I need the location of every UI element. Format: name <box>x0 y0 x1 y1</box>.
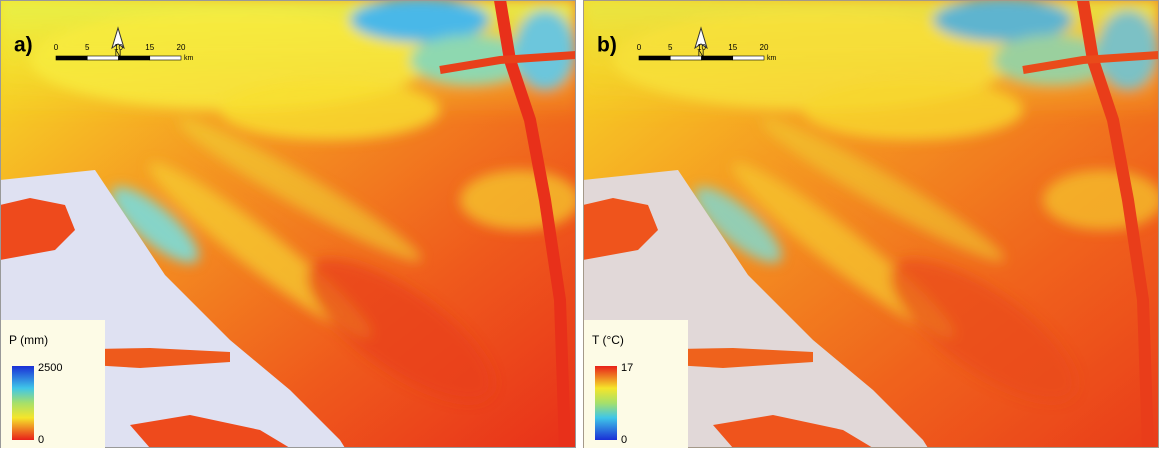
scale-tick-label: 15 <box>145 43 154 52</box>
scale-segment <box>638 55 671 61</box>
scale-segment <box>55 55 88 61</box>
legend-min: 0 <box>621 434 627 446</box>
legend-max: 2500 <box>38 362 62 374</box>
scale-tick-label: 5 <box>668 43 673 52</box>
north-label: N <box>698 48 705 58</box>
map-panel: b) N 0 5 10 15 20 km T (°C) 17 0 <box>583 0 1159 448</box>
scale-tick-label: 20 <box>760 43 769 52</box>
scale-segment <box>149 55 182 61</box>
north-arrow <box>694 26 708 50</box>
panel-label: b) <box>597 34 617 57</box>
panel-label: a) <box>14 34 33 57</box>
scale-tick-label: 15 <box>728 43 737 52</box>
scale-tick-label: 0 <box>54 43 59 52</box>
scale-tick-label: 0 <box>637 43 642 52</box>
legend-bar <box>12 366 34 440</box>
scale-segment <box>669 55 702 61</box>
legend-bar <box>595 366 617 440</box>
map-panel: a) N 0 5 10 15 20 km P (mm) 2500 0 <box>0 0 580 448</box>
scale-tick-label: 10 <box>114 43 123 52</box>
scale-tick-label: 20 <box>177 43 186 52</box>
north-label: N <box>115 48 122 58</box>
legend-title: P (mm) <box>9 333 48 347</box>
scale-tick-label: 5 <box>85 43 90 52</box>
legend-title: T (°C) <box>592 333 624 347</box>
scale-segment <box>732 55 765 61</box>
north-arrow <box>111 26 125 50</box>
scale-unit: km <box>767 55 777 62</box>
scale-segment <box>118 55 151 61</box>
legend-max: 17 <box>621 362 633 374</box>
scale-unit: km <box>184 55 194 62</box>
scale-segment <box>701 55 734 61</box>
legend-min: 0 <box>38 434 44 446</box>
scale-segment <box>86 55 119 61</box>
scale-tick-label: 10 <box>697 43 706 52</box>
